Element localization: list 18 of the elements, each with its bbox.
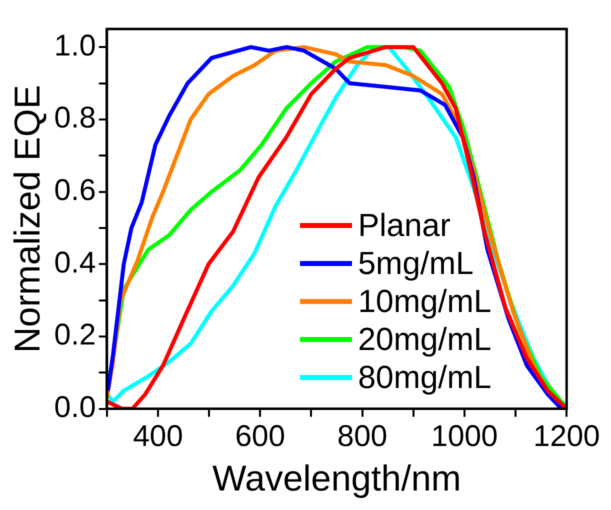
y-tick-label: 0.0 xyxy=(54,391,96,424)
x-axis-title: Wavelength/nm xyxy=(212,457,462,498)
legend-label: 5mg/mL xyxy=(358,244,474,282)
x-tick-label: 1000 xyxy=(431,420,498,454)
y-tick-label: 1.0 xyxy=(54,29,96,62)
y-axis-title: Normalized EQE xyxy=(6,84,48,353)
legend-label: 10mg/mL xyxy=(358,282,492,320)
y-tick-label: 0.2 xyxy=(54,318,96,352)
y-tick-label: 0.8 xyxy=(54,102,96,135)
y-tick-label: 0.4 xyxy=(54,246,96,280)
x-tick-label: 400 xyxy=(132,420,184,454)
x-tick-label: 800 xyxy=(337,420,388,454)
legend-label: 20mg/mL xyxy=(358,320,492,358)
legend-label: 80mg/mL xyxy=(358,358,492,396)
y-tick-label: 0.6 xyxy=(54,174,96,208)
legend-label: Planar xyxy=(358,206,450,244)
x-tick-label: 600 xyxy=(235,420,286,454)
x-tick-label: 1200 xyxy=(533,420,600,454)
